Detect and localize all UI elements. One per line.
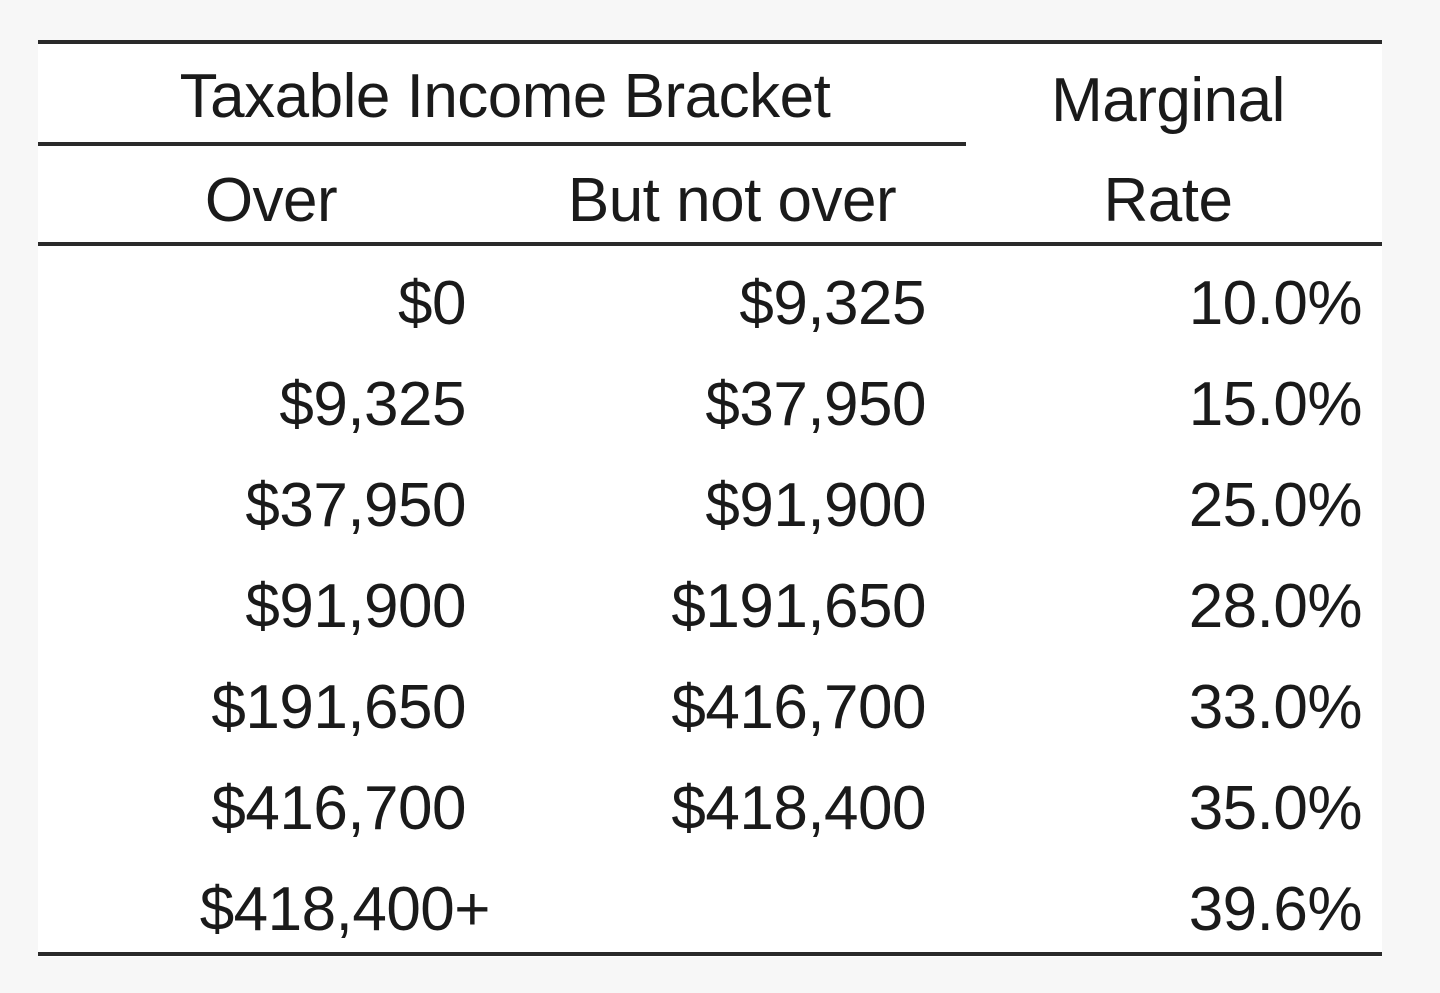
row-5-but-not-over: $416,700 — [671, 673, 926, 742]
row-1-but-not-over: $9,325 — [739, 269, 926, 338]
row-5-over: $191,650 — [211, 673, 466, 742]
row-2-but-not-over: $37,950 — [705, 370, 926, 439]
top-rule — [38, 40, 1382, 44]
header-over: Over — [204, 166, 338, 235]
row-4-but-not-over: $191,650 — [671, 572, 926, 641]
row-6-over: $416,700 — [211, 774, 466, 843]
header-but-not-over: But not over — [567, 166, 897, 235]
row-7-rate: 39.6% — [1188, 875, 1363, 944]
tax-bracket-table: Taxable Income Bracket Marginal Over But… — [38, 40, 1382, 957]
row-3-over: $37,950 — [245, 471, 466, 540]
header-rate: Rate — [1103, 166, 1233, 235]
row-5-rate: 33.0% — [1188, 673, 1363, 742]
row-4-rate: 28.0% — [1188, 572, 1363, 641]
header-marginal: Marginal — [1051, 66, 1285, 135]
bottom-rule — [38, 952, 1382, 956]
row-1-rate: 10.0% — [1188, 269, 1363, 338]
row-2-over: $9,325 — [279, 370, 466, 439]
row-7-over: $418,400+ — [199, 875, 491, 944]
row-2-rate: 15.0% — [1188, 370, 1363, 439]
row-3-rate: 25.0% — [1188, 471, 1363, 540]
row-6-rate: 35.0% — [1188, 774, 1363, 843]
row-3-but-not-over: $91,900 — [705, 471, 926, 540]
header-group-label: Taxable Income Bracket — [179, 62, 831, 131]
group-underline — [38, 142, 966, 146]
row-6-but-not-over: $418,400 — [671, 774, 926, 843]
header-bottom-rule — [38, 242, 1382, 246]
row-1-over: $0 — [398, 269, 466, 338]
row-4-over: $91,900 — [245, 572, 466, 641]
